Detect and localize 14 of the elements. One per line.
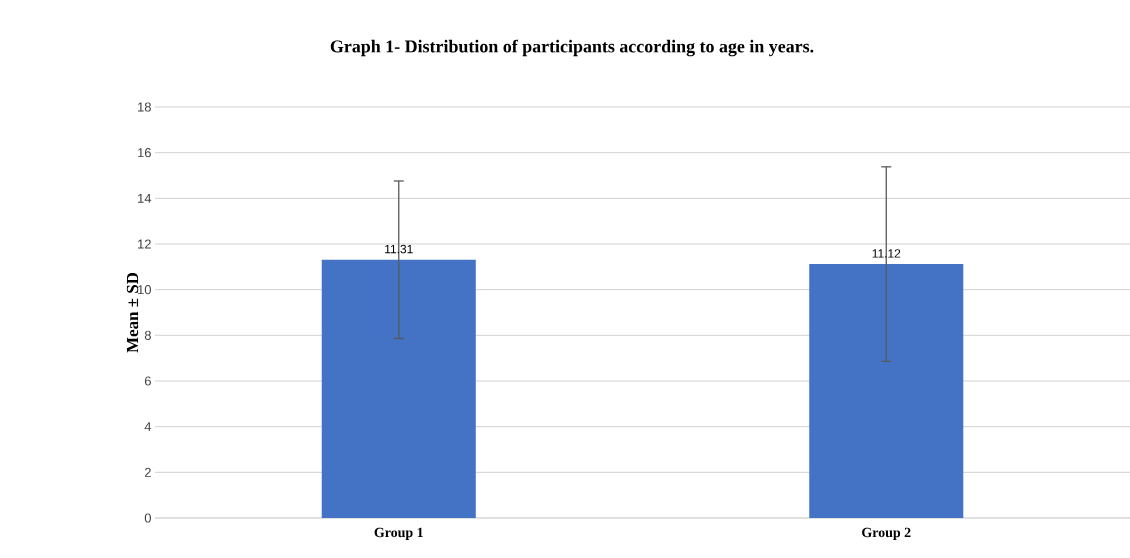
y-tick-label: 6 [144,376,151,386]
y-tick-label: 4 [144,422,152,432]
y-tick-label: 18 [138,102,151,112]
y-tick-label: 14 [138,193,152,203]
y-tick-label: 2 [144,467,151,477]
x-tick-label: Group 1 [374,527,423,540]
y-axis-title: Mean ± SD [126,272,139,353]
y-tick-label: 8 [144,330,151,340]
y-tick-label: 12 [138,239,151,249]
chart-title: Graph 1- Distribution of participants according to age in years. [330,39,814,57]
x-tick-label: Group 2 [862,527,911,540]
y-tick-label: 0 [144,513,151,523]
y-tick-label: 10 [138,285,151,295]
y-tick-label: 16 [138,148,151,158]
